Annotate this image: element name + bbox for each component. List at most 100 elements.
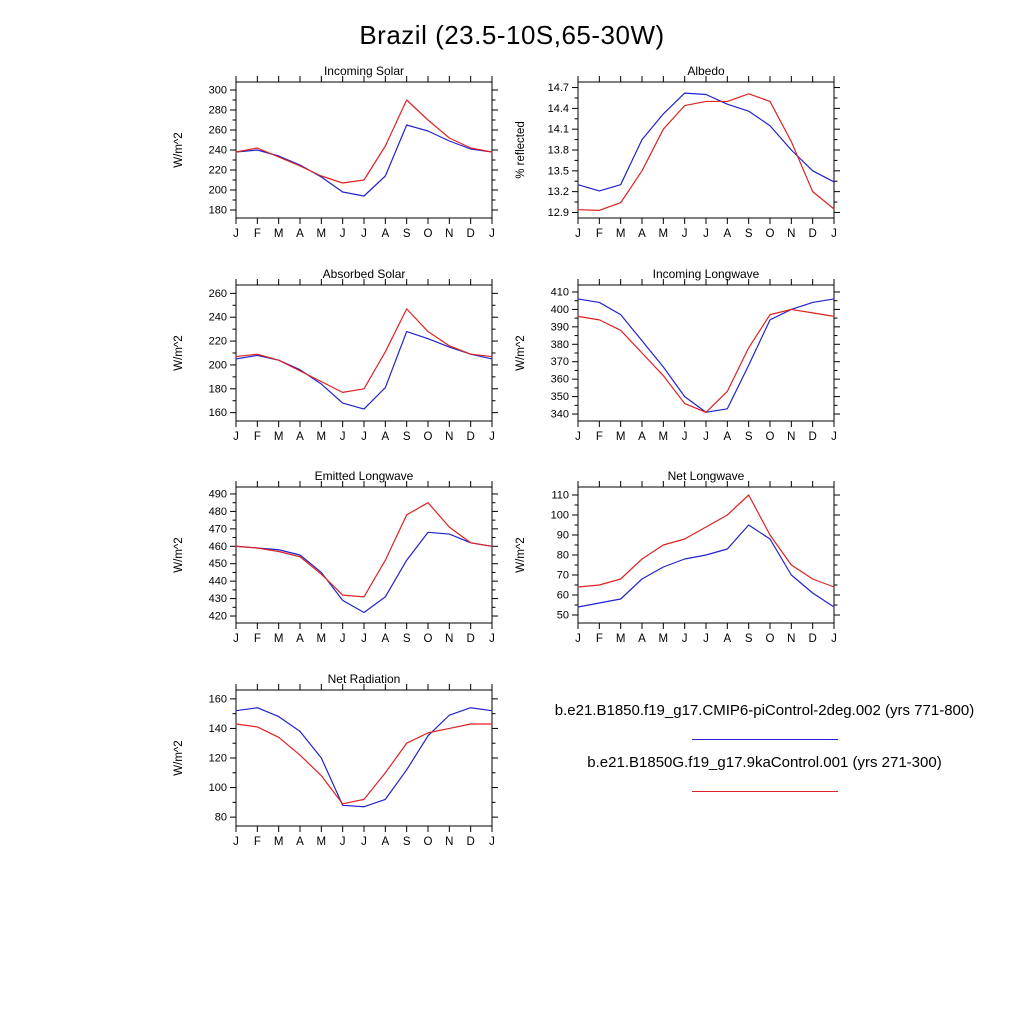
svg-text:J: J: [489, 228, 495, 240]
svg-text:Emitted Longwave: Emitted Longwave: [315, 469, 414, 483]
svg-text:W/m^2: W/m^2: [515, 537, 527, 572]
svg-text:60: 60: [557, 590, 569, 602]
svg-text:N: N: [445, 836, 453, 848]
svg-text:O: O: [766, 228, 775, 240]
svg-text:D: D: [809, 431, 817, 443]
svg-text:N: N: [445, 228, 453, 240]
svg-text:14.4: 14.4: [548, 103, 569, 115]
svg-text:Net Radiation: Net Radiation: [328, 672, 401, 686]
svg-text:D: D: [467, 228, 475, 240]
chart-absorbed-solar: Absorbed Solar W/m^2 160 180 200 220 240 260 J F M…: [173, 267, 498, 443]
svg-text:400: 400: [551, 304, 569, 316]
svg-text:180: 180: [209, 383, 227, 395]
svg-text:410: 410: [551, 286, 569, 298]
svg-text:J: J: [575, 633, 581, 645]
svg-text:J: J: [831, 431, 837, 443]
svg-text:D: D: [809, 228, 817, 240]
svg-text:14.1: 14.1: [548, 124, 569, 136]
svg-text:N: N: [445, 431, 453, 443]
svg-text:F: F: [254, 836, 261, 848]
svg-text:240: 240: [209, 145, 227, 157]
svg-text:13.5: 13.5: [548, 165, 569, 177]
svg-text:F: F: [254, 228, 261, 240]
svg-text:D: D: [467, 431, 475, 443]
svg-text:12.9: 12.9: [548, 207, 569, 219]
svg-text:A: A: [723, 228, 731, 240]
chart-incoming-solar: Incoming Solar W/m^2 180 200 220 240 260 280 300…: [173, 64, 498, 240]
svg-text:O: O: [766, 431, 775, 443]
legend-item-9kacontrol: b.e21.B1850G.f19_g17.9kaControl.001 (yrs…: [505, 754, 1024, 792]
svg-text:390: 390: [551, 321, 569, 333]
svg-text:200: 200: [209, 359, 227, 371]
svg-text:160: 160: [209, 693, 227, 705]
svg-text:260: 260: [209, 288, 227, 300]
svg-text:A: A: [381, 431, 389, 443]
svg-text:Absorbed Solar: Absorbed Solar: [323, 267, 406, 281]
svg-text:420: 420: [209, 611, 227, 623]
svg-text:N: N: [445, 633, 453, 645]
svg-text:M: M: [274, 633, 284, 645]
chart-emitted-longwave: Emitted Longwave W/m^2 420 430 440 450 460 470 4…: [173, 469, 498, 645]
svg-text:D: D: [467, 633, 475, 645]
svg-text:470: 470: [209, 523, 227, 535]
svg-text:D: D: [467, 836, 475, 848]
chart-incoming-longwave: Incoming Longwave W/m^2 340 350 360 370 380 390…: [515, 267, 840, 443]
svg-text:J: J: [703, 431, 709, 443]
legend: b.e21.B1850.f19_g17.CMIP6-piControl-2deg…: [505, 702, 1024, 806]
svg-text:J: J: [361, 431, 367, 443]
svg-text:O: O: [424, 431, 433, 443]
svg-text:A: A: [296, 633, 304, 645]
svg-text:W/m^2: W/m^2: [173, 335, 185, 370]
svg-text:O: O: [424, 633, 433, 645]
svg-text:490: 490: [209, 488, 227, 500]
svg-text:J: J: [489, 836, 495, 848]
svg-text:M: M: [659, 633, 669, 645]
svg-text:S: S: [745, 633, 753, 645]
svg-text:A: A: [638, 228, 646, 240]
svg-text:A: A: [381, 633, 389, 645]
svg-text:100: 100: [209, 782, 227, 794]
svg-text:A: A: [638, 633, 646, 645]
svg-text:F: F: [254, 431, 261, 443]
svg-text:160: 160: [209, 407, 227, 419]
svg-text:140: 140: [209, 723, 227, 735]
svg-text:J: J: [340, 633, 346, 645]
svg-text:430: 430: [209, 593, 227, 605]
svg-text:J: J: [361, 228, 367, 240]
svg-text:220: 220: [209, 336, 227, 348]
svg-text:O: O: [424, 228, 433, 240]
svg-text:J: J: [489, 431, 495, 443]
svg-text:A: A: [381, 228, 389, 240]
svg-text:Incoming Solar: Incoming Solar: [324, 64, 404, 78]
svg-text:70: 70: [557, 570, 569, 582]
svg-text:J: J: [340, 431, 346, 443]
svg-text:A: A: [296, 228, 304, 240]
svg-text:M: M: [317, 836, 327, 848]
svg-text:W/m^2: W/m^2: [515, 335, 527, 370]
svg-text:J: J: [233, 228, 239, 240]
svg-text:480: 480: [209, 506, 227, 518]
svg-text:350: 350: [551, 391, 569, 403]
svg-text:A: A: [296, 431, 304, 443]
legend-line-red: [691, 791, 838, 792]
chart-albedo: Albedo % reflected 12.9 13.2 13.5 13.8 14.1 14.…: [515, 64, 840, 240]
svg-text:W/m^2: W/m^2: [173, 740, 185, 775]
svg-text:M: M: [659, 228, 669, 240]
svg-text:J: J: [233, 633, 239, 645]
svg-text:M: M: [274, 836, 284, 848]
svg-text:W/m^2: W/m^2: [173, 537, 185, 572]
svg-text:S: S: [403, 431, 411, 443]
svg-text:A: A: [296, 836, 304, 848]
svg-text:D: D: [809, 633, 817, 645]
svg-text:380: 380: [551, 339, 569, 351]
figure-title: Brazil (23.5-10S,65-30W): [359, 20, 665, 50]
svg-text:M: M: [317, 228, 327, 240]
svg-text:J: J: [703, 633, 709, 645]
svg-text:O: O: [424, 836, 433, 848]
svg-text:200: 200: [209, 185, 227, 197]
svg-text:J: J: [575, 228, 581, 240]
svg-text:260: 260: [209, 125, 227, 137]
svg-text:80: 80: [557, 550, 569, 562]
